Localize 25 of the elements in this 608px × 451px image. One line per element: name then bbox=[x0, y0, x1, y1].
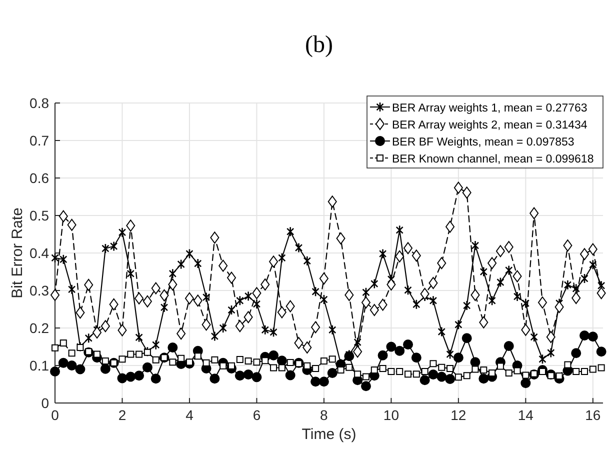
x-tick-label: 14 bbox=[518, 407, 534, 423]
y-tick-label: 0.2 bbox=[30, 320, 50, 336]
y-tick-label: 0.7 bbox=[30, 132, 50, 148]
x-tick-label: 0 bbox=[51, 407, 60, 423]
y-tick-label: 0.1 bbox=[30, 358, 50, 374]
legend-label: BER Array weights 2, mean = 0.31434 bbox=[392, 120, 588, 132]
x-tick-label: 4 bbox=[186, 407, 194, 423]
chart-title: (b) bbox=[305, 32, 333, 58]
x-tick-label: 16 bbox=[585, 407, 601, 423]
y-tick-label: 0.3 bbox=[30, 282, 50, 298]
x-tick-label: 6 bbox=[252, 407, 261, 423]
x-tick-label: 12 bbox=[450, 407, 466, 423]
y-tick-label: 0.8 bbox=[30, 95, 50, 111]
x-tick-label: 2 bbox=[118, 407, 126, 423]
y-tick-label: 0.6 bbox=[30, 170, 50, 186]
y-tick-label: 0 bbox=[41, 395, 50, 411]
x-tick-label: 10 bbox=[383, 407, 400, 423]
y-tick-label: 0.4 bbox=[30, 245, 50, 261]
x-tick-label: 8 bbox=[320, 407, 328, 423]
legend-label: BER Known channel, mean = 0.099618 bbox=[392, 154, 594, 166]
y-axis-title: Bit Error Rate bbox=[9, 208, 26, 298]
y-tick-label: 0.5 bbox=[30, 208, 50, 224]
legend-label: BER BF Weights, mean = 0.097853 bbox=[392, 136, 574, 148]
legend-label: BER Array weights 1, mean = 0.27763 bbox=[392, 102, 588, 114]
x-axis-title: Time (s) bbox=[302, 426, 356, 443]
